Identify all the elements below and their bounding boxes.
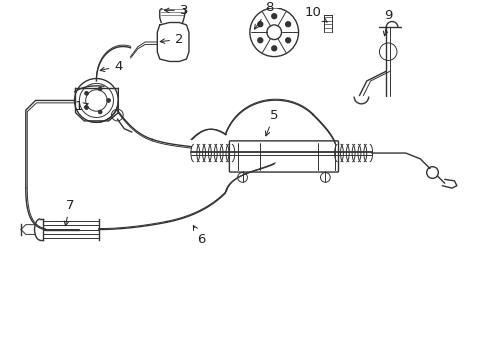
Circle shape bbox=[271, 14, 276, 19]
Text: 8: 8 bbox=[254, 1, 273, 29]
Circle shape bbox=[285, 22, 290, 27]
Circle shape bbox=[257, 22, 262, 27]
Circle shape bbox=[84, 105, 88, 109]
Circle shape bbox=[98, 110, 102, 114]
Text: 4: 4 bbox=[100, 60, 122, 73]
Circle shape bbox=[285, 38, 290, 43]
Circle shape bbox=[106, 99, 110, 102]
Text: 6: 6 bbox=[193, 226, 205, 246]
Text: 5: 5 bbox=[265, 109, 278, 136]
Text: 7: 7 bbox=[64, 199, 74, 226]
Circle shape bbox=[98, 87, 102, 91]
Text: 2: 2 bbox=[160, 33, 183, 46]
Text: 3: 3 bbox=[164, 4, 188, 17]
Circle shape bbox=[271, 46, 276, 51]
Circle shape bbox=[257, 38, 262, 43]
Circle shape bbox=[84, 91, 88, 95]
Text: 1: 1 bbox=[74, 100, 88, 113]
Text: 9: 9 bbox=[383, 9, 392, 36]
Text: 10: 10 bbox=[304, 6, 326, 22]
